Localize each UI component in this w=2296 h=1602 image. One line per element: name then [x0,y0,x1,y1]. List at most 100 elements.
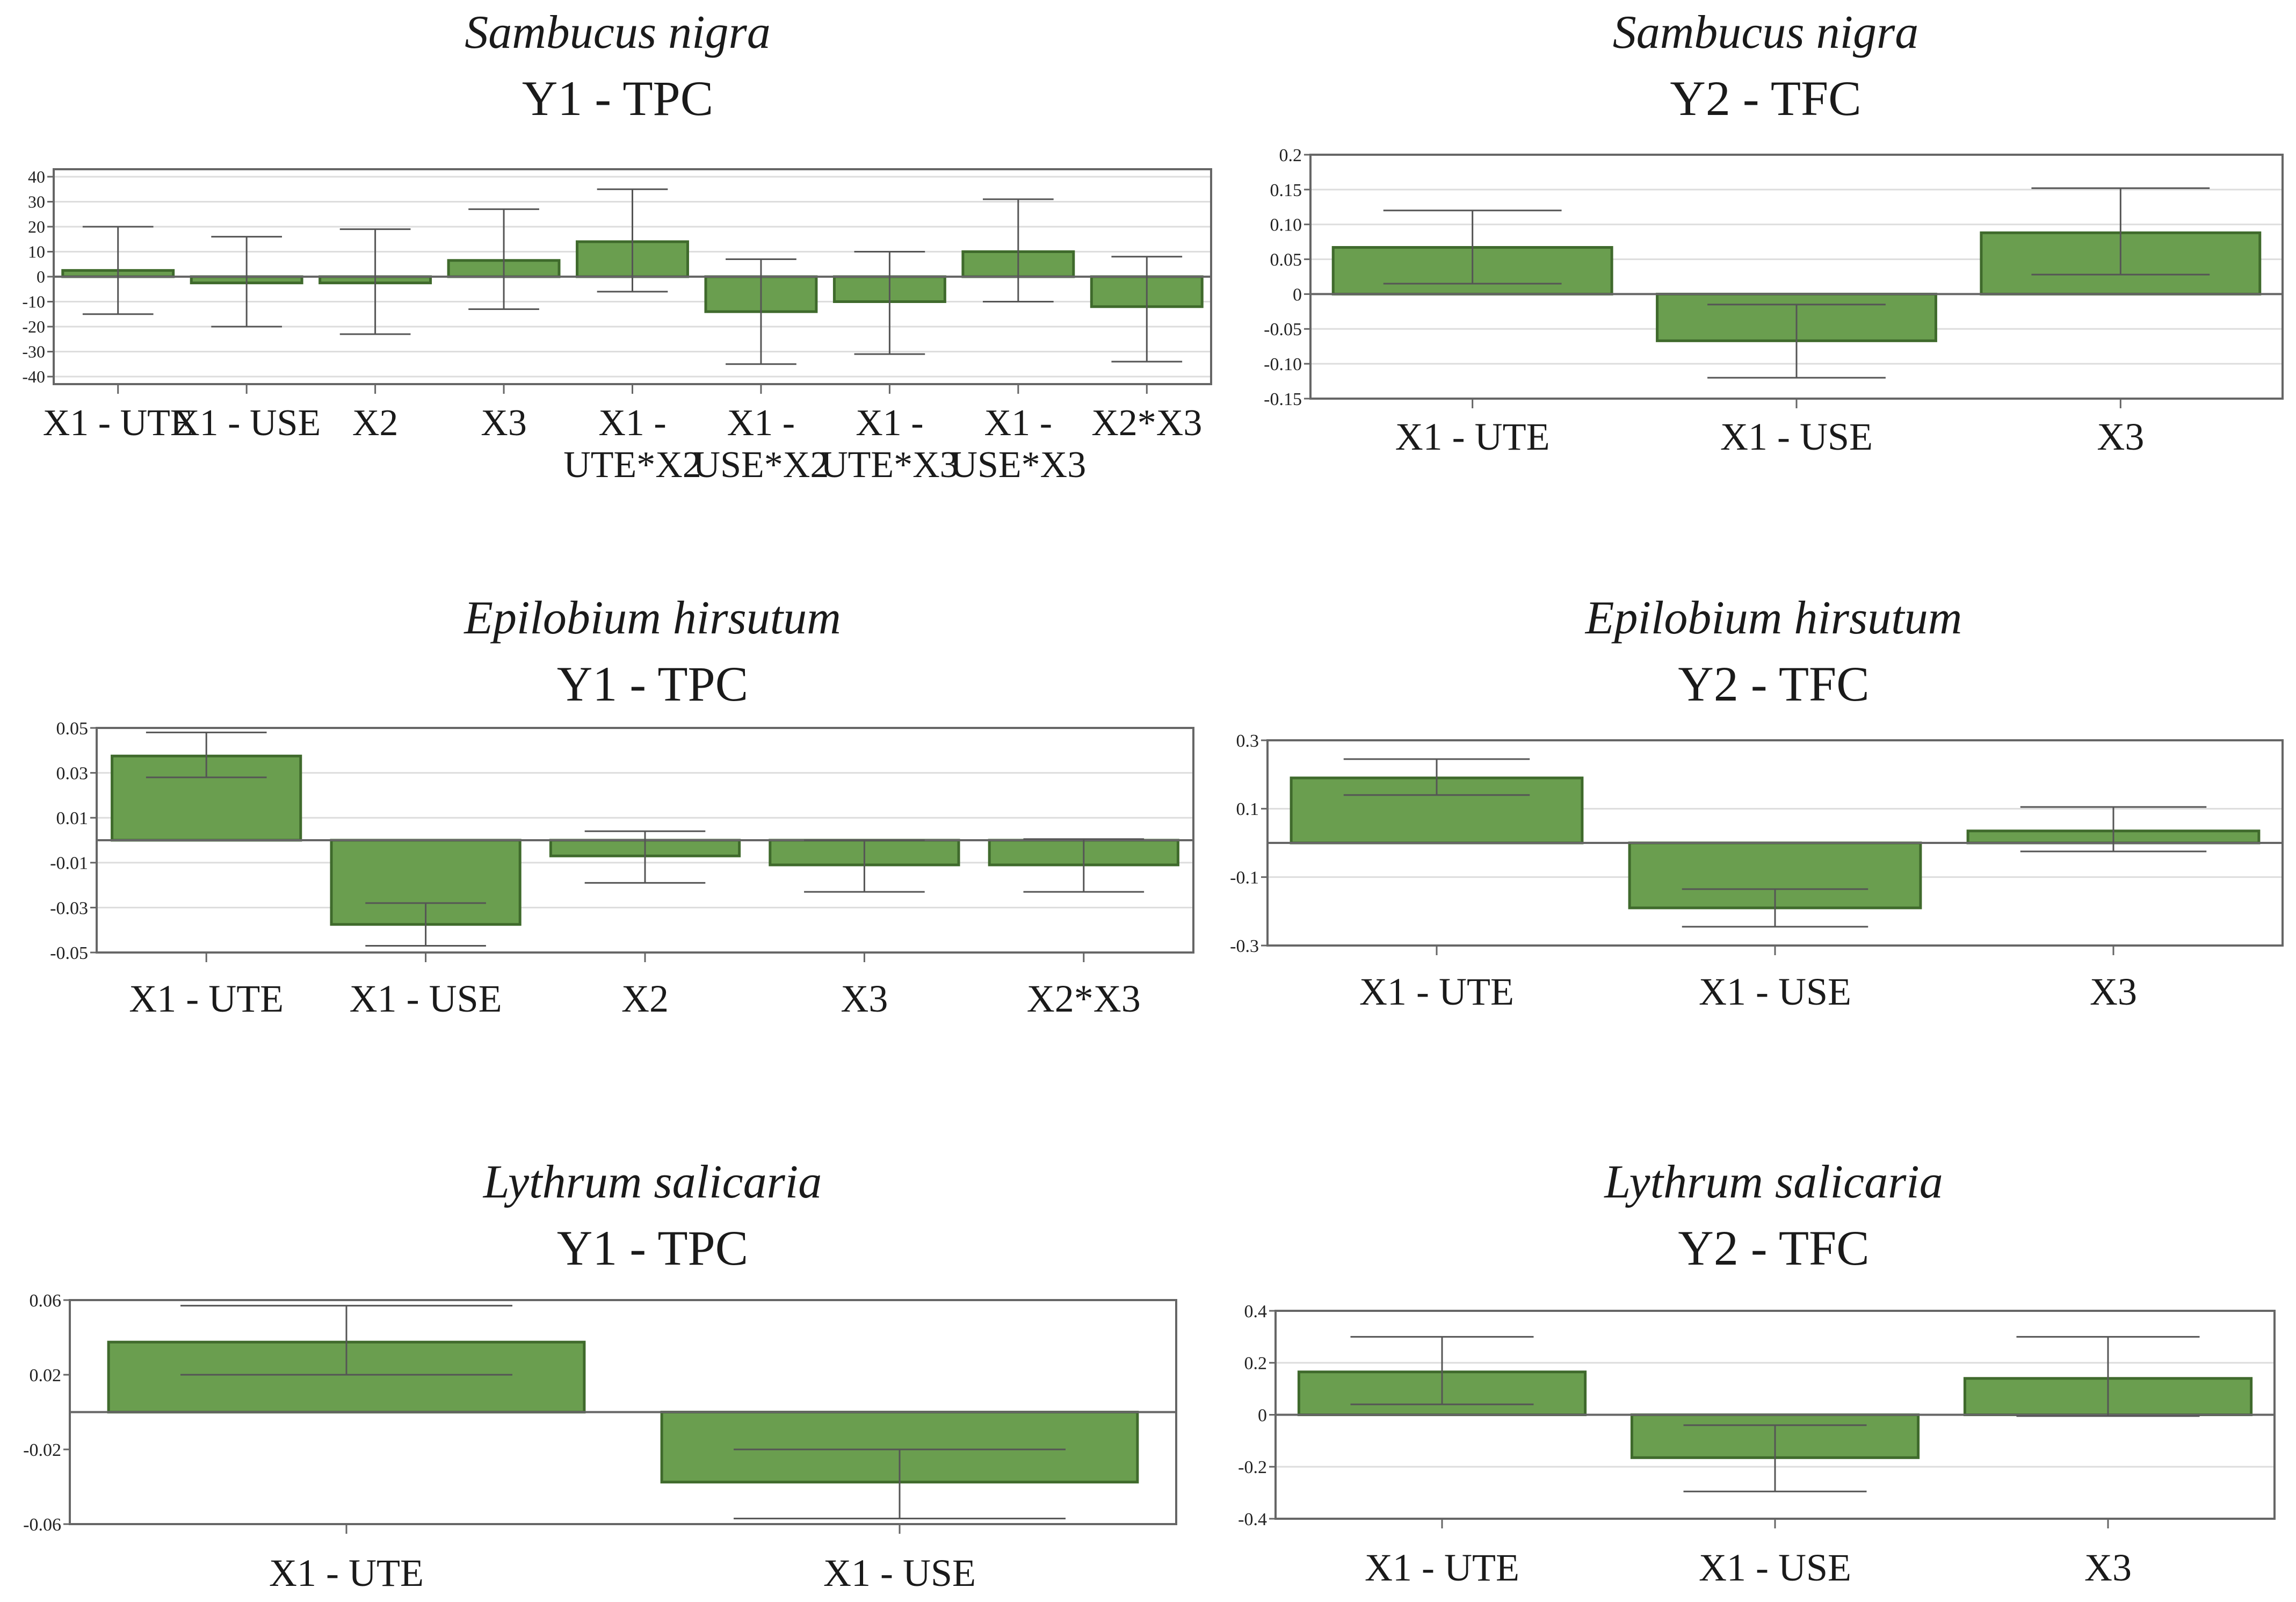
y-tick-label: 0 [37,267,45,286]
y-tick-label: -0.10 [1264,355,1302,374]
plot-frame [69,1299,1177,1525]
y-tick-label: 0.2 [1244,1354,1267,1374]
y-tick-label: 0.3 [1236,731,1259,751]
x-category-label-line: X1 - UTE [1365,1546,1519,1589]
y-tick-label: 30 [28,192,45,212]
x-category-label-line: X1 - UTE [1359,970,1514,1013]
x-category-label: X3 [2090,970,2137,1013]
x-category-label: X1 - UTE [43,402,193,444]
x-category-label: X2*X3 [1091,402,1202,444]
x-category-label-line: USE*X3 [950,444,1086,486]
x-category-label: X2*X3 [1027,977,1141,1020]
x-category-label: X1 - UTE [129,977,284,1020]
x-category-label: X1 - UTE [1365,1546,1519,1589]
chart-panel-sambucus-tfc: Sambucus nigra Y2 - TFC 0.2 0.15 0.10 0.05 0… [1235,0,2296,494]
x-category-label: X1 - UTE [269,1552,424,1594]
x-category-label: X1 - USE [823,1552,976,1594]
y-tick-label: -0.01 [50,854,88,874]
chart-subtitle: Y1 - TPC [556,656,749,711]
y-tick-label: 0.2 [1279,146,1302,165]
x-category-label-line: X1 - USE [172,402,321,444]
y-tick-label: 40 [28,167,45,186]
x-category-label: X1 -UTE*X3 [821,402,959,486]
y-tick-label: 0.15 [1270,181,1302,200]
y-tick-label: 0.10 [1270,215,1302,235]
y-tick-label: 0 [1293,285,1302,305]
y-tick-label: -30 [22,342,45,362]
y-tick-label: 20 [28,217,45,236]
x-category-label-line: X1 - UTE [1395,415,1550,458]
x-category-label-line: X1 - USE [1699,970,1851,1013]
y-tick-label: 0.06 [30,1291,62,1311]
chart-subtitle: Y1 - TPC [522,71,714,126]
chart-subtitle: Y2 - TFC [1678,1221,1870,1275]
x-category-label-line: X1 - [727,402,795,444]
x-category-label-line: X3 [841,977,888,1020]
chart-title: Lythrum salicaria [483,1156,822,1208]
x-category-label-line: X1 - USE [1699,1546,1851,1589]
x-category-label: X3 [481,402,527,444]
y-tick-label: -0.06 [23,1515,61,1535]
chart-title: Sambucus nigra [465,6,771,59]
x-category-label-line: X3 [2097,415,2144,458]
x-category-label-line: X1 - [984,402,1052,444]
y-tick-label: -0.2 [1238,1457,1267,1477]
x-category-label-line: X1 - USE [823,1552,976,1594]
x-category-label-line: X1 - UTE [269,1552,424,1594]
x-category-label-line: X3 [481,402,527,444]
y-tick-label: 0.4 [1244,1302,1267,1322]
x-category-label-line: X1 - USE [1720,415,1873,458]
y-tick-label: -0.3 [1230,936,1259,956]
x-category-label-line: X1 - USE [350,977,502,1020]
chart-panel-epilobium-tpc: Epilobium hirsutum Y1 - TPC 0.05 0.03 0.01… [0,580,1225,1053]
x-category-label: X3 [2097,415,2144,458]
x-category-label: X1 - USE [172,402,321,444]
chart-title: Sambucus nigra [1612,6,1919,59]
x-category-label-line: UTE*X2 [563,444,701,486]
y-tick-label: -0.15 [1264,389,1302,409]
y-tick-label: -0.02 [23,1440,61,1460]
y-tick-label: -20 [22,317,45,336]
x-category-label: X3 [2084,1546,2132,1589]
x-category-label: X1 -USE*X2 [693,402,829,486]
chart-subtitle: Y1 - TPC [556,1221,749,1275]
y-tick-label: -0.1 [1230,868,1259,888]
x-category-label-line: X2 [621,977,669,1020]
y-tick-label: 0.05 [56,719,89,739]
x-category-label-line: X1 - UTE [129,977,284,1020]
x-category-label-line: X2 [352,402,399,444]
y-tick-label: 0 [1258,1405,1267,1425]
y-tick-label: -0.05 [1264,320,1302,340]
chart-lythrum-tpc: 0.06 0.02 -0.02 -0.06 X1 - UTE X1 - USE [23,1291,1177,1594]
chart-sambucus-tfc: 0.2 0.15 0.10 0.05 0 -0.05 -0.10 -0.15 X1 - UTE X… [1264,146,2284,458]
x-category-label: X1 - USE [1699,970,1851,1013]
x-category-label: X2 [621,977,669,1020]
y-tick-label: -40 [22,367,45,386]
x-category-label-line: X1 - [856,402,923,444]
chart-epilobium-tfc: 0.3 0.1 -0.1 -0.3 X1 - UTE X1 - USE X3 [1230,731,2284,1013]
x-category-label-line: X2*X3 [1091,402,1202,444]
chart-subtitle: Y2 - TFC [1678,656,1870,711]
x-category-label-line: X1 - [598,402,666,444]
y-tick-label: 0.02 [30,1366,62,1385]
y-tick-label: 0.01 [56,809,89,828]
x-category-label: X1 - USE [350,977,502,1020]
x-category-label-line: X1 - UTE [43,402,193,444]
x-category-label: X1 - UTE [1395,415,1550,458]
x-category-label-line: USE*X2 [693,444,829,486]
y-tick-label: 10 [28,242,45,262]
x-category-label-line: X3 [2090,970,2137,1013]
x-category-label: X1 -USE*X3 [950,402,1086,486]
y-tick-label: 0.03 [56,764,89,784]
chart-title: Lythrum salicaria [1604,1156,1943,1208]
x-category-label-line: X3 [2084,1546,2132,1589]
chart-panel-lythrum-tpc: Lythrum salicaria Y1 - TPC 0.06 0.02 -0.02… [0,1144,1225,1602]
y-tick-label: -0.4 [1238,1510,1267,1529]
y-tick-label: -0.03 [50,898,88,918]
chart-panel-lythrum-tfc: Lythrum salicaria Y2 - TFC 0.4 0.2 0 -0.2 -0… [1219,1144,2296,1602]
chart-panel-sambucus-tpc: Sambucus nigra Y1 - TPC 40 30 20 10 0 -10 -20 -… [0,0,1235,494]
chart-title: Epilobium hirsutum [1585,592,1962,644]
y-tick-label: -0.05 [50,943,88,963]
chart-subtitle: Y2 - TFC [1670,71,1862,126]
